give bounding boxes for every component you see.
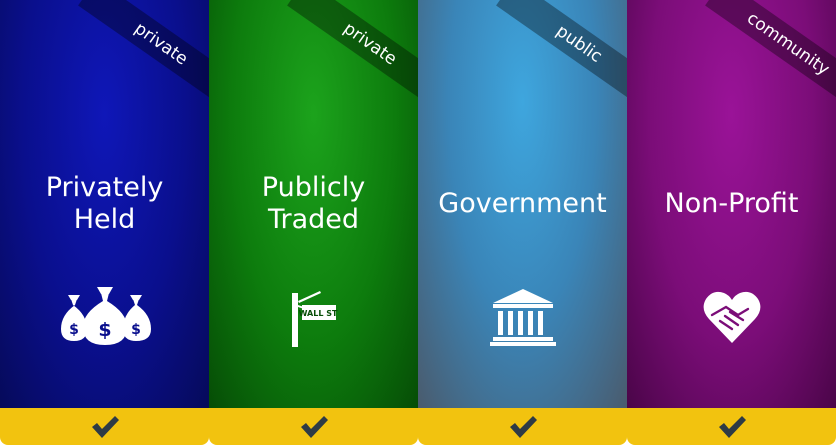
card-title: Privately Held <box>0 172 209 236</box>
selection-footer[interactable] <box>0 408 209 445</box>
card-title: Non-Profit <box>627 188 836 220</box>
card-title: Publicly Traded <box>209 172 418 236</box>
card-title: Government <box>418 188 627 220</box>
card-government[interactable]: public Government <box>418 0 627 445</box>
selection-footer[interactable] <box>627 408 836 445</box>
card-panel[interactable]: community Non-Profit <box>627 0 836 408</box>
card-non-profit[interactable]: community Non-Profit <box>627 0 836 445</box>
money-bags-icon: $ $ $ <box>55 285 155 347</box>
category-ribbon: private <box>287 0 418 109</box>
checkmark-icon <box>299 414 329 440</box>
government-building-icon <box>473 285 573 347</box>
selection-footer[interactable] <box>209 408 418 445</box>
svg-text:$: $ <box>69 322 79 338</box>
svg-text:$: $ <box>98 319 111 341</box>
handshake-heart-icon <box>682 285 782 347</box>
selection-footer[interactable] <box>418 408 627 445</box>
card-panel[interactable]: private Publicly Traded WALL ST <box>209 0 418 408</box>
category-ribbon: community <box>705 0 836 109</box>
card-panel[interactable]: private Privately Held $ $ $ <box>0 0 209 408</box>
svg-text:$: $ <box>131 322 141 338</box>
checkmark-icon <box>717 414 747 440</box>
wall-street-sign-icon: WALL ST <box>264 285 364 347</box>
card-panel[interactable]: public Government <box>418 0 627 408</box>
category-ribbon: public <box>496 0 627 109</box>
card-publicly-traded[interactable]: private Publicly Traded WALL ST <box>209 0 418 445</box>
category-ribbon: private <box>78 0 209 109</box>
card-privately-held[interactable]: private Privately Held $ $ $ <box>0 0 209 445</box>
checkmark-icon <box>508 414 538 440</box>
checkmark-icon <box>90 414 120 440</box>
sign-text: WALL ST <box>298 309 337 318</box>
